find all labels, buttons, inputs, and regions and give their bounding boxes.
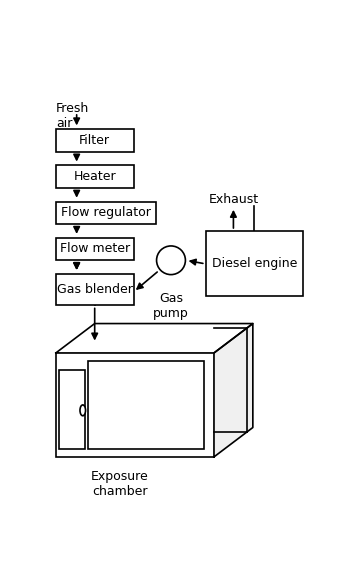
Text: Exhaust: Exhaust [208,193,258,206]
Polygon shape [214,323,253,457]
Text: Fresh
air: Fresh air [56,102,89,130]
Text: Exposure
chamber: Exposure chamber [91,470,149,498]
Bar [56,353,214,457]
Text: Gas blender: Gas blender [57,283,132,296]
Bar [59,370,85,449]
Ellipse shape [80,405,86,416]
Bar [56,129,134,152]
Text: Flow regulator: Flow regulator [61,206,151,220]
Text: Gas
pump: Gas pump [153,292,189,320]
Bar [88,361,204,449]
Text: Flow meter: Flow meter [60,242,130,255]
Text: Filter: Filter [79,134,110,147]
Bar [56,274,134,305]
Bar [56,201,156,224]
Polygon shape [56,323,253,353]
Bar [205,231,303,296]
Text: Heater: Heater [73,170,116,183]
Ellipse shape [156,246,185,275]
Text: Diesel engine: Diesel engine [212,257,297,270]
Bar [56,166,134,188]
Bar [56,238,134,260]
